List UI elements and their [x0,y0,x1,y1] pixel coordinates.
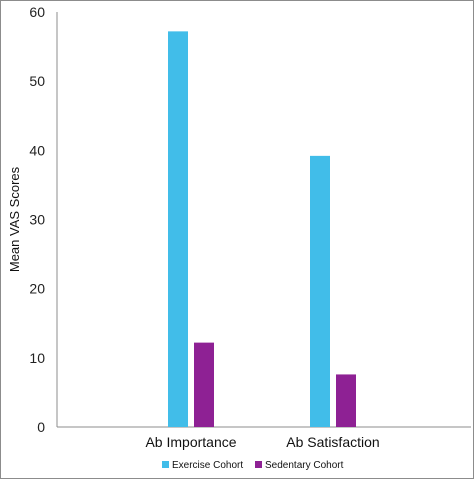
y-tick-label: 50 [29,73,45,89]
legend-swatch [162,461,169,468]
y-tick-label: 0 [37,419,45,435]
y-tick-label: 10 [29,350,45,366]
bar [310,155,330,427]
legend: Exercise Cohort Sedentary Cohort [162,460,344,471]
y-tick-label: 30 [29,212,45,228]
bar [168,31,188,427]
y-tick-label: 40 [29,142,45,158]
x-category-label: Ab Importance [145,434,236,450]
y-tick-labels: 0 10 20 30 40 50 60 [29,4,45,435]
bar [194,342,214,427]
axes [56,12,471,428]
y-tick-label: 60 [29,4,45,20]
bars [168,31,356,427]
x-category-label: Ab Satisfaction [286,434,379,450]
y-axis-title: Mean VAS Scores [7,166,22,272]
y-tick-label: 20 [29,281,45,297]
legend-label: Exercise Cohort [172,460,243,471]
legend-swatch [255,461,262,468]
x-category-labels: Ab Importance Ab Satisfaction [145,434,379,450]
legend-label: Sedentary Cohort [265,460,344,471]
bar [336,374,356,427]
